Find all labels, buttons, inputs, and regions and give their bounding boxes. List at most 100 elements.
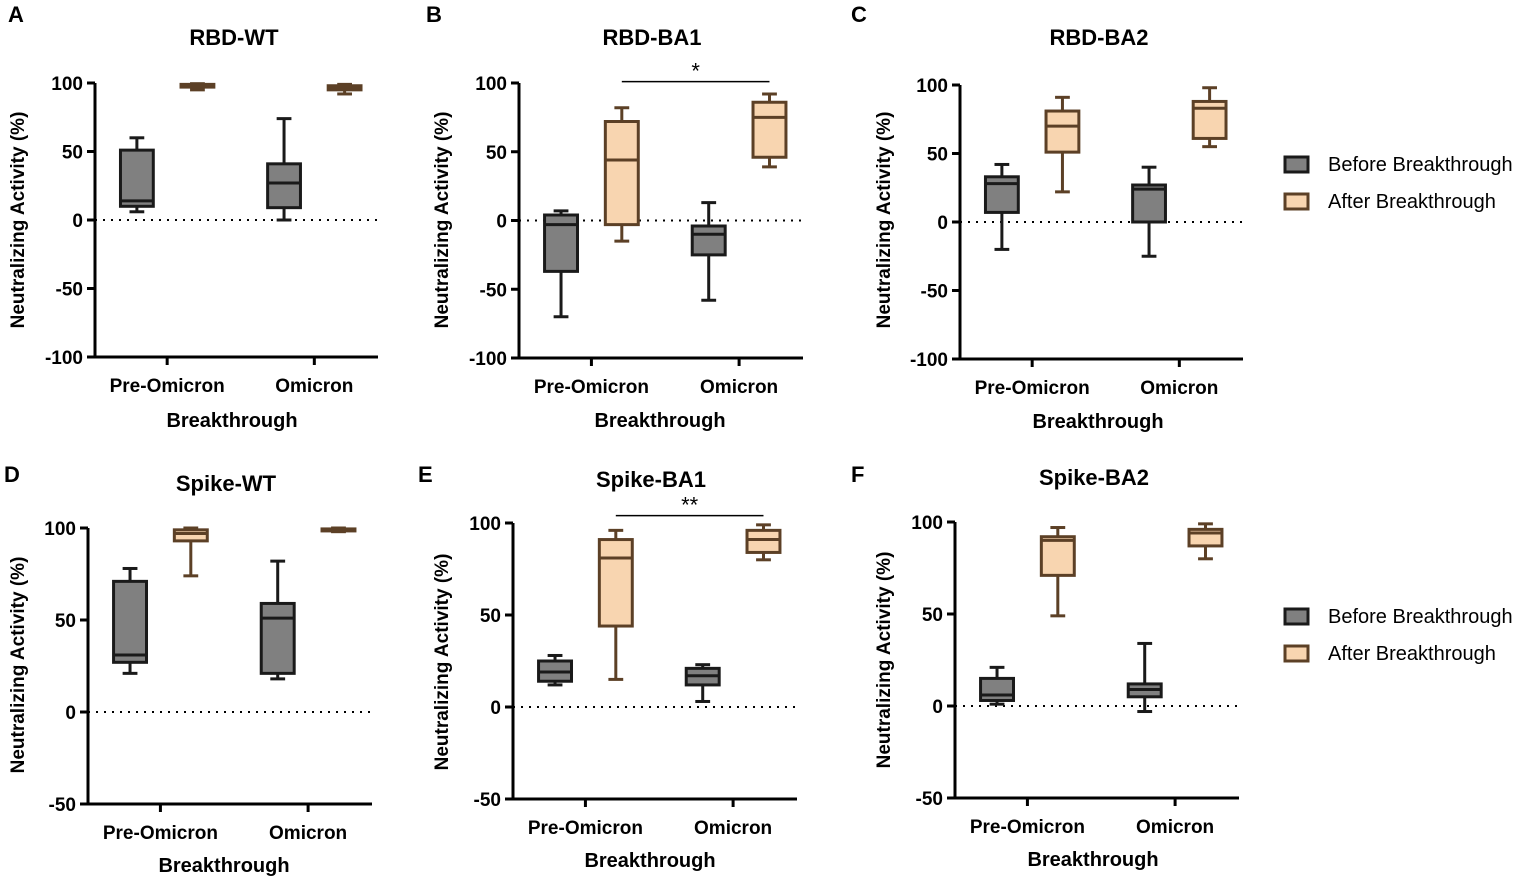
x-tick-label: Omicron	[275, 376, 353, 397]
box-iqr	[118, 148, 155, 208]
x-axis-label: Breakthrough	[166, 410, 297, 432]
legend-label-after: After Breakthrough	[1328, 191, 1496, 213]
box-after	[326, 82, 363, 96]
box-iqr	[1131, 183, 1167, 224]
y-tick-label: -50	[49, 795, 76, 816]
y-axis-label: Neutralizing Activity (%)	[874, 552, 895, 769]
box-after	[1191, 86, 1228, 149]
x-axis-label: Breakthrough	[584, 850, 715, 872]
box-before	[1131, 165, 1167, 258]
panel-letter: A	[8, 2, 24, 27]
panel-letter: B	[426, 2, 442, 27]
plot-area: -100 -50 0 50 100 Pre-Omicron Omicron *	[469, 59, 803, 398]
y-tick-label: 50	[55, 611, 76, 632]
box-iqr	[745, 528, 782, 554]
box-after	[603, 106, 640, 243]
x-tick-label: Pre-Omicron	[534, 377, 649, 398]
plot-area: -100 -50 0 50 100 Pre-Omicron Omicron	[910, 76, 1243, 399]
y-tick-label: 0	[72, 211, 83, 232]
y-tick-label: -50	[921, 282, 948, 303]
panel-d: D Spike-WT Neutralizing Activity (%) Bre…	[4, 462, 372, 877]
y-tick-label: 50	[480, 606, 501, 627]
box-iqr	[597, 538, 634, 628]
y-tick-label: 100	[469, 514, 501, 535]
y-tick-label: 0	[490, 698, 501, 719]
y-axis-label: Neutralizing Activity (%)	[8, 557, 29, 774]
box-before	[684, 663, 721, 703]
y-tick-label: 0	[932, 697, 943, 718]
x-tick-label: Omicron	[1140, 378, 1218, 399]
y-tick-label: 100	[51, 74, 83, 95]
x-tick-label: Omicron	[694, 818, 772, 839]
legend-label-before: Before Breakthrough	[1328, 154, 1513, 176]
x-tick-label: Pre-Omicron	[970, 817, 1085, 838]
panel-letter: D	[4, 462, 20, 487]
box-before	[118, 136, 155, 214]
legend-top: Before Breakthrough After Breakthrough	[1283, 154, 1513, 213]
x-tick-label: Pre-Omicron	[110, 376, 225, 397]
box-after	[1044, 95, 1081, 194]
panel-letter: F	[851, 462, 864, 487]
box-iqr	[979, 676, 1016, 702]
y-tick-label: 50	[486, 143, 507, 164]
plot-area: -50 0 50 100 Pre-Omicron Omicron	[911, 513, 1239, 838]
significance-label: **	[681, 493, 699, 518]
plot-area: -100 -50 0 50 100 Pre-Omicron Omicron	[45, 74, 378, 397]
y-tick-label: -100	[469, 349, 507, 370]
legend-swatch-after	[1283, 192, 1310, 211]
x-tick-label: Omicron	[1136, 817, 1214, 838]
panel-b: B RBD-BA1 Neutralizing Activity (%) Brea…	[426, 2, 803, 432]
box-iqr	[751, 100, 788, 159]
box-iqr	[690, 224, 727, 257]
box-after	[597, 528, 634, 681]
x-tick-label: Pre-Omicron	[975, 378, 1090, 399]
y-axis-label: Neutralizing Activity (%)	[432, 554, 453, 771]
y-tick-label: 0	[937, 213, 948, 234]
y-tick-label: 50	[62, 143, 83, 164]
box-after	[751, 92, 788, 169]
legend-swatch-before	[1283, 155, 1310, 174]
y-axis-label: Neutralizing Activity (%)	[432, 112, 453, 329]
y-tick-label: 100	[911, 513, 943, 534]
box-iqr	[983, 175, 1020, 214]
y-tick-label: 100	[44, 519, 76, 540]
box-before	[1126, 641, 1163, 714]
box-before	[259, 559, 296, 681]
chart-title: Spike-BA2	[1039, 465, 1149, 490]
plot-area: -50 0 50 100 Pre-Omicron Omicron **	[469, 493, 797, 839]
x-tick-label: Pre-Omicron	[528, 818, 643, 839]
box-after	[320, 526, 357, 534]
y-tick-label: 0	[65, 703, 76, 724]
legend-swatch-after	[1283, 644, 1310, 663]
panel-a: A RBD-WT Neutralizing Activity (%) Break…	[8, 2, 378, 432]
panel-f: F Spike-BA2 Neutralizing Activity (%) Br…	[851, 462, 1239, 871]
x-tick-label: Omicron	[269, 823, 347, 844]
x-axis-label: Breakthrough	[1027, 849, 1158, 871]
panel-letter: C	[851, 2, 867, 27]
box-before	[690, 201, 727, 302]
y-tick-label: 100	[916, 76, 948, 97]
chart-title: RBD-BA1	[603, 25, 702, 50]
y-tick-label: -100	[910, 350, 948, 371]
legend-label-before: Before Breakthrough	[1328, 606, 1513, 628]
box-iqr	[259, 601, 296, 675]
y-tick-label: -50	[916, 789, 943, 810]
box-iqr	[603, 120, 640, 227]
box-after	[745, 523, 782, 562]
panel-c: C RBD-BA2 Neutralizing Activity (%) Brea…	[851, 2, 1243, 433]
box-iqr	[1039, 535, 1076, 577]
box-after	[179, 82, 216, 92]
x-tick-label: Omicron	[700, 377, 778, 398]
box-before	[266, 117, 302, 222]
box-after	[1039, 526, 1076, 618]
panel-letter: E	[418, 462, 433, 487]
chart-title: Spike-BA1	[596, 467, 706, 492]
x-axis-label: Breakthrough	[594, 410, 725, 432]
panel-e: E Spike-BA1 Neutralizing Activity (%) Br…	[418, 462, 797, 872]
x-tick-label: Pre-Omicron	[103, 823, 218, 844]
y-tick-label: -50	[474, 790, 501, 811]
chart-title: Spike-WT	[176, 471, 277, 496]
box-before	[983, 162, 1020, 251]
y-tick-label: -50	[480, 280, 507, 301]
